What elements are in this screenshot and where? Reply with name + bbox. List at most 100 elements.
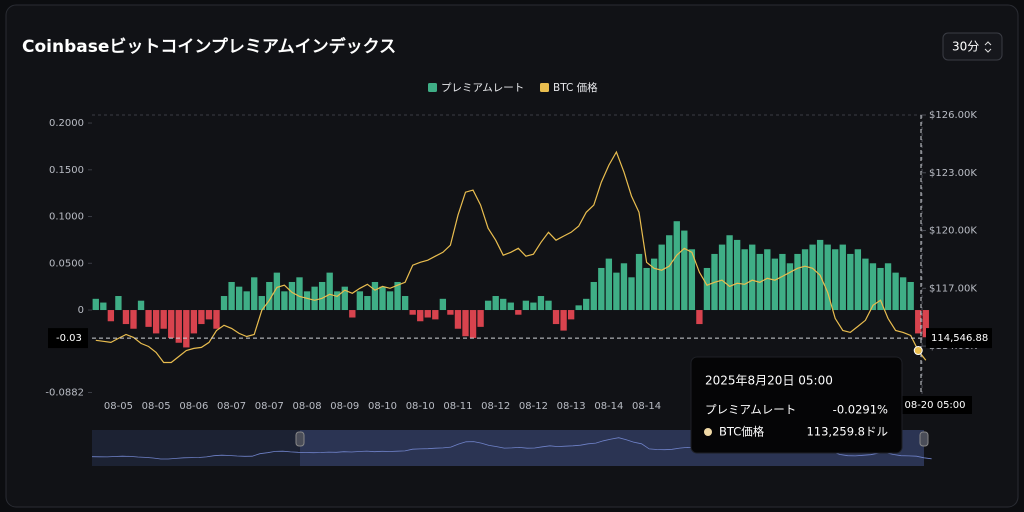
tooltip-dot (704, 428, 712, 436)
x-tick-label: 08-11 (443, 401, 472, 412)
hover-point (913, 346, 923, 356)
bar (839, 244, 846, 311)
bar (417, 310, 424, 322)
bar (560, 310, 567, 331)
bar (160, 310, 167, 329)
bar (673, 221, 680, 311)
title: Coinbaseビットコインプレミアムインデックス (22, 36, 396, 57)
bar (484, 300, 492, 311)
bar (907, 281, 914, 311)
legend-swatch (428, 83, 437, 92)
bar (613, 272, 620, 311)
crosshair-x-box (898, 396, 972, 414)
legend-swatch (540, 83, 549, 92)
tooltip-row-value: -0.0291% (833, 403, 888, 417)
bar (922, 310, 929, 338)
bar (145, 310, 152, 327)
crosshair-y2-label: 114,546.88 (931, 333, 988, 344)
bar (235, 286, 243, 311)
bar (552, 310, 560, 325)
bar (658, 244, 665, 311)
bar (394, 281, 401, 311)
bar (749, 244, 756, 311)
bar (137, 300, 145, 311)
x-tick-label: 08-07 (217, 401, 246, 412)
bar (899, 277, 907, 311)
x-tick-label: 08-06 (179, 401, 208, 412)
bar (213, 310, 220, 329)
bar (575, 305, 582, 311)
bar (462, 310, 469, 337)
tooltip-row-name: BTC価格 (719, 425, 765, 439)
bar (326, 272, 333, 311)
interval-select[interactable] (942, 32, 1003, 61)
bar (175, 310, 182, 343)
tooltip-row-name: プレミアムレート (705, 403, 796, 417)
price-line (95, 150, 927, 364)
bar (130, 310, 137, 329)
bar (703, 267, 711, 311)
bar (273, 272, 281, 311)
x-tick-label: 08-14 (594, 401, 623, 412)
bar (447, 310, 454, 315)
bar (469, 310, 477, 339)
x-tick-label: 08-12 (519, 401, 548, 412)
bar (545, 300, 552, 311)
bar (598, 267, 605, 311)
bar (779, 253, 786, 311)
bar (877, 267, 884, 311)
bar (454, 310, 462, 329)
bar (507, 302, 514, 311)
bar (635, 253, 643, 311)
bar (183, 310, 190, 348)
bar (190, 310, 198, 334)
bar (311, 286, 318, 311)
bar (620, 263, 628, 311)
bar (832, 249, 839, 311)
y-tick-label: 0 (78, 305, 84, 316)
x-tick-label: 08-07 (255, 401, 284, 412)
x-tick-label: 08-14 (632, 401, 661, 412)
bar (386, 291, 394, 311)
legend-label: BTC 価格 (553, 81, 598, 94)
y2-tick-label: $117.00K (929, 283, 977, 294)
bar (205, 310, 213, 320)
bar (477, 310, 484, 327)
bar (296, 277, 303, 311)
bar (854, 249, 862, 311)
navigator-handle[interactable] (295, 431, 305, 447)
crosshair-y-label: -0.03 (56, 333, 82, 344)
bar (228, 281, 235, 311)
bar (266, 281, 273, 311)
bar (741, 249, 748, 311)
tooltip (690, 356, 903, 454)
bar (288, 281, 296, 311)
bar (583, 298, 590, 311)
bar (432, 310, 439, 320)
x-tick-label: 08-05 (104, 401, 133, 412)
navigator-handle[interactable] (919, 431, 929, 447)
bar (303, 291, 311, 311)
bar (567, 310, 575, 320)
bar (681, 230, 688, 311)
bar (107, 310, 115, 322)
tooltip-title: 2025年8月20日 05:00 (705, 374, 833, 388)
bar (733, 239, 741, 311)
x-tick-label: 08-13 (557, 401, 586, 412)
bar (92, 298, 99, 311)
bar (243, 291, 250, 311)
bar (726, 235, 733, 311)
bar (590, 281, 597, 311)
bar (764, 249, 771, 311)
y-tick-label: 0.0500 (49, 258, 84, 269)
bar (824, 244, 831, 311)
x-tick-label: 08-12 (481, 401, 510, 412)
bar (356, 291, 364, 311)
bar (251, 277, 258, 311)
bar (605, 258, 613, 311)
bar (771, 258, 779, 311)
crosshair-x-label: 08-20 05:00 (904, 400, 965, 411)
y-tick-label: -0.0882 (45, 388, 84, 399)
y2-tick-label: $126.00K (929, 110, 977, 121)
bar (258, 296, 265, 311)
